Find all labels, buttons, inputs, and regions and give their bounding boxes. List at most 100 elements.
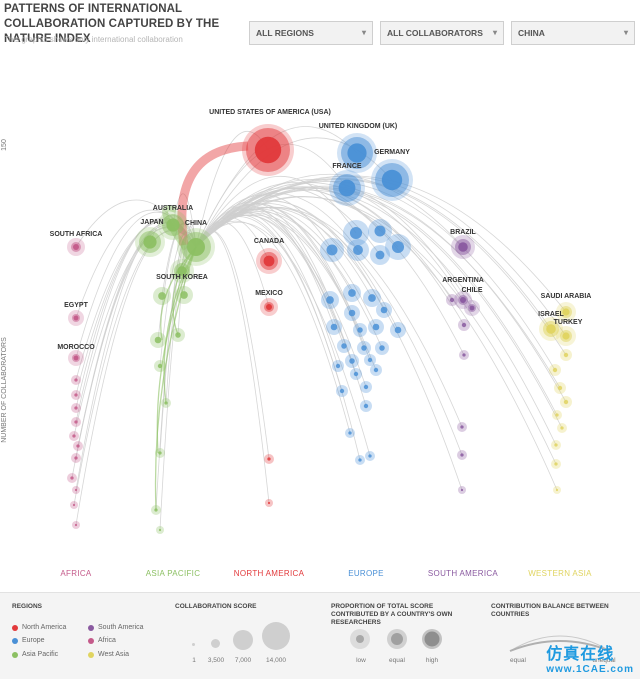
country-node (72, 434, 76, 438)
country-label: CHILE (462, 287, 483, 294)
country-node (557, 385, 563, 391)
collaboration-arc (195, 196, 558, 491)
country-node (462, 353, 466, 357)
country-node (469, 305, 475, 311)
score-value-1: 1 (192, 657, 196, 664)
country-node (177, 266, 187, 276)
country-node (74, 420, 78, 424)
country-node (175, 332, 181, 338)
country-node (554, 462, 558, 466)
country-node (560, 426, 564, 430)
score-bubble-7000 (233, 630, 253, 650)
country-node (353, 245, 363, 255)
chart-title: PATTERNS OF INTERNATIONAL COLLABORATION … (4, 3, 220, 45)
country-node (326, 244, 338, 256)
country-label: CHINA (185, 220, 207, 227)
collaboration-arc (195, 214, 361, 461)
score-value-7000: 7,000 (234, 657, 252, 664)
country-node (394, 326, 402, 334)
collaboration-arc (195, 230, 270, 504)
legend-region-label: Africa (98, 637, 116, 644)
proportion-low-core (356, 635, 364, 643)
country-node (263, 255, 275, 267)
legend-dot (12, 624, 18, 631)
country-node (339, 388, 345, 394)
collaborators-dropdown[interactable]: ALL COLLABORATORS ▾ (380, 21, 504, 45)
country-node (158, 528, 162, 532)
country-label: BRAZIL (450, 229, 476, 236)
country-node (555, 413, 559, 417)
balance-arcs-legend (509, 635, 611, 652)
chevron-down-icon: ▾ (361, 28, 366, 37)
legend-score-title: COLLABORATION SCORE (175, 603, 257, 610)
country-label: FRANCE (332, 163, 361, 170)
collaboration-arc (195, 181, 556, 371)
legend-region-south-america: South America (88, 624, 144, 631)
proportion-low-label: low (356, 657, 366, 664)
regions-dropdown-value: ALL REGIONS (256, 28, 314, 38)
country-node (349, 226, 363, 240)
country-node (373, 367, 379, 373)
country-label: SAUDI ARABIA (541, 293, 592, 300)
region-label: WESTERN ASIA (528, 569, 592, 578)
country-node (381, 169, 403, 191)
country-node (555, 488, 559, 492)
country-node (143, 235, 157, 249)
legend-regions-title: REGIONS (12, 603, 42, 610)
regions-dropdown[interactable]: ALL REGIONS ▾ (249, 21, 373, 45)
country-node (254, 136, 282, 164)
country-label: CANADA (254, 238, 284, 245)
collaboration-arc (195, 189, 557, 446)
country-node (554, 443, 558, 447)
country-node (335, 363, 341, 369)
country-node (458, 242, 468, 252)
country-node (546, 324, 556, 334)
country-node (391, 240, 405, 254)
score-bubble-1 (192, 643, 195, 646)
country-node (348, 431, 352, 435)
country-labels: UNITED STATES OF AMERICA (USA) UNITED KIN… (50, 109, 592, 351)
country-node (74, 378, 78, 382)
legend-region-west-asia: West Asia (88, 651, 129, 658)
country-node (72, 503, 76, 507)
country-node (326, 296, 334, 304)
collaboration-arc (195, 186, 465, 326)
country-node (357, 327, 363, 333)
proportion-high-core (424, 631, 440, 647)
country-node (347, 143, 367, 163)
legend-region-label: Asia Pacific (22, 651, 59, 658)
watermark-site: www.1CAE.com (546, 664, 634, 675)
country-node (158, 451, 162, 455)
proportion-equal-core (391, 633, 403, 645)
region-label: AFRICA (60, 569, 91, 578)
country-label: UNITED KINGDOM (UK) (319, 123, 398, 130)
country-node (73, 355, 79, 361)
country-node (379, 345, 385, 351)
country-node (358, 458, 362, 462)
country-label: SOUTH KOREA (156, 274, 208, 281)
proportion-swatches (350, 629, 442, 649)
legend-proportion-title: PROPORTION OF TOTAL SCORE CONTRIBUTED BY… (331, 603, 453, 626)
balance-unequal-label: unequal (592, 657, 616, 664)
country-dropdown[interactable]: CHINA ▾ (511, 21, 635, 45)
country-node (363, 384, 369, 390)
balance-arc-unequal (509, 640, 611, 652)
country-label: ARGENTINA (442, 277, 484, 284)
country-node (563, 399, 569, 405)
country-node (562, 308, 570, 316)
chart-subtitle: This graphic shows only international co… (4, 35, 183, 44)
country-label: UNITED STATES OF AMERICA (USA) (209, 109, 331, 116)
country-node (158, 292, 166, 300)
country-node (552, 367, 558, 373)
chevron-down-icon: ▾ (492, 28, 497, 37)
legend-dot (12, 637, 18, 644)
chevron-down-icon: ▾ (623, 28, 628, 37)
country-label: EGYPT (64, 302, 88, 309)
legend-dot (12, 651, 18, 658)
country-label: SOUTH AFRICA (50, 231, 103, 238)
country-node (157, 363, 163, 369)
country-node (74, 406, 78, 410)
country-label: AUSTRALIA (153, 205, 193, 212)
country-node (449, 297, 455, 303)
legend-region-label: South America (98, 624, 144, 631)
